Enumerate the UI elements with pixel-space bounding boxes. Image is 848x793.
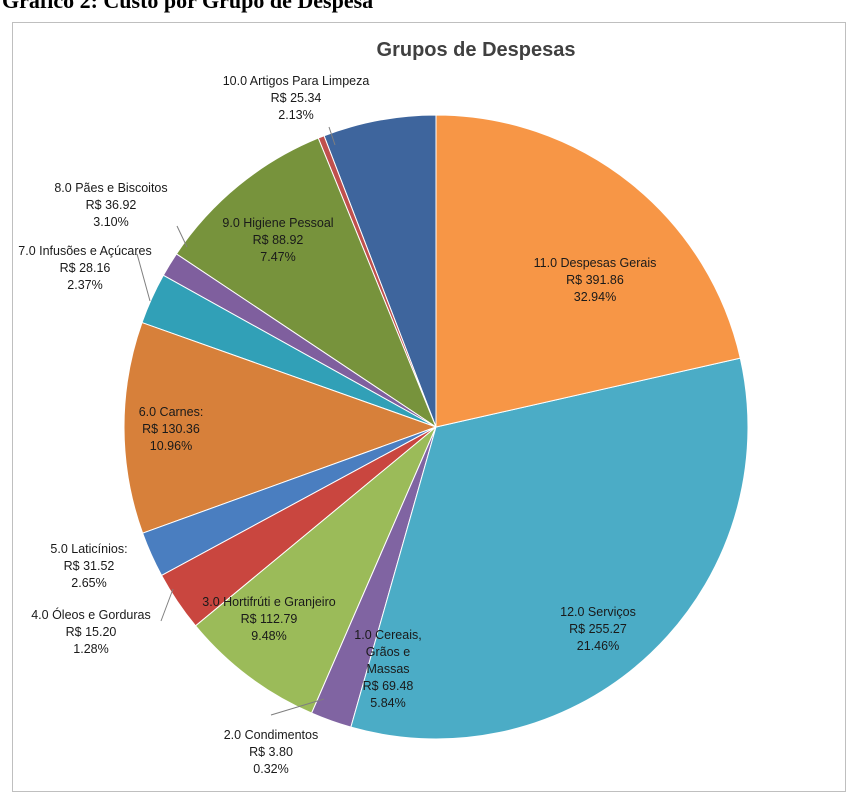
slice-label-line: R$ 88.92	[253, 233, 304, 247]
slice-label-line: R$ 36.92	[86, 198, 137, 212]
pie-slice	[350, 357, 749, 740]
slice-label-line: 11.0 Despesas Gerais	[534, 256, 657, 270]
slice-label-line: R$ 25.34	[271, 91, 322, 105]
slice-label-line: 5.0 Laticínios:	[50, 542, 127, 556]
slice-label-line: 1.28%	[73, 642, 108, 656]
slice-data-label: 7.0 Infusões e Açúcares R$ 28.16 2.37%	[18, 244, 151, 292]
leader-line	[160, 588, 174, 622]
slice-data-label: 6.0 Carnes: R$ 130.36 10.96%	[139, 405, 204, 453]
leader-line	[176, 225, 188, 248]
leader-line	[136, 253, 151, 302]
slice-label-line: 6.0 Carnes:	[139, 405, 204, 419]
slice-label-line: 2.37%	[67, 278, 102, 292]
slice-label-line: R$ 31.52	[64, 559, 115, 573]
slice-data-label: 8.0 Pães e Biscoitos R$ 36.92 3.10%	[54, 181, 167, 229]
slice-label-line: 2.13%	[278, 108, 313, 122]
chart-title: Grupos de Despesas	[377, 39, 576, 61]
figure-caption: Gráfico 2: Custo por Grupo de Despesa	[2, 0, 374, 13]
leader-line	[328, 126, 336, 146]
slice-data-label: 2.0 Condimentos R$ 3.80 0.32%	[224, 728, 319, 776]
slice-data-label: 1.0 Cereais, Grãos e Massas R$ 69.48 5.84%	[354, 628, 421, 710]
pie-slice	[175, 137, 438, 429]
slice-data-label: 11.0 Despesas Gerais R$ 391.86 32.94%	[534, 256, 657, 304]
slice-labels: 1.0 Cereais, Grãos e Massas R$ 69.48 5.84% 2.…	[18, 74, 656, 776]
pie-chart: Grupos de Despesas 1.0 Cereais, Grãos e Ma…	[18, 39, 749, 776]
slice-label-line: R$ 255.27	[569, 622, 627, 636]
slice-label-line: 21.46%	[577, 639, 619, 653]
slice-label-line: R$ 391.86	[566, 273, 624, 287]
slice-label-line: 9.0 Higiene Pessoal	[222, 216, 333, 230]
chart-area: Grupos de Despesas 1.0 Cereais, Grãos e Ma…	[12, 22, 846, 792]
slice-label-line: R$ 15.20	[66, 625, 117, 639]
slice-label-line: R$ 3.80	[249, 745, 293, 759]
slice-label-line: 32.94%	[574, 290, 616, 304]
pie-slice	[123, 321, 438, 534]
slice-label-line: R$ 112.79	[241, 612, 298, 626]
slice-data-label: 3.0 Hortifrúti e Granjeiro R$ 112.79 9.48%	[202, 595, 335, 643]
pie-slice	[435, 114, 741, 428]
slice-label-line: 3.10%	[93, 215, 128, 229]
slice-label-line: 5.84%	[370, 696, 405, 710]
slice-data-label: 10.0 Artigos Para Limpeza R$ 25.34 2.13%	[223, 74, 370, 122]
pie-slice	[194, 426, 437, 714]
slice-label-line: 1.0 Cereais,	[354, 628, 421, 642]
slice-label-line: 10.0 Artigos Para Limpeza	[223, 74, 370, 88]
slice-data-label: 5.0 Laticínios: R$ 31.52 2.65%	[50, 542, 127, 590]
slice-label-line: 2.0 Condimentos	[224, 728, 319, 742]
slice-label-line: Grãos e	[366, 645, 411, 659]
leader-lines	[136, 126, 336, 716]
slice-label-line: R$ 28.16	[60, 261, 111, 275]
slice-label-line: 2.65%	[71, 576, 106, 590]
slice-label-line: R$ 69.48	[363, 679, 414, 693]
slice-label-line: Massas	[366, 662, 409, 676]
slice-label-line: 4.0 Óleos e Gorduras	[31, 607, 151, 622]
slice-label-line: 10.96%	[150, 439, 192, 453]
slice-data-label: 9.0 Higiene Pessoal R$ 88.92 7.47%	[222, 216, 333, 264]
slice-data-label: 4.0 Óleos e Gorduras R$ 15.20 1.28%	[31, 607, 151, 656]
slice-label-line: 12.0 Serviços	[560, 605, 636, 619]
leader-line	[270, 698, 325, 716]
slice-data-label: 12.0 Serviços R$ 255.27 21.46%	[560, 605, 636, 653]
slice-label-line: 9.48%	[251, 629, 286, 643]
pie-slices	[123, 114, 749, 740]
slice-label-line: 0.32%	[253, 762, 288, 776]
slice-label-line: 8.0 Pães e Biscoitos	[54, 181, 167, 195]
slice-label-line: 7.47%	[260, 250, 295, 264]
slice-label-line: 7.0 Infusões e Açúcares	[18, 244, 151, 258]
slice-label-line: R$ 130.36	[142, 422, 200, 436]
slice-label-line: 3.0 Hortifrúti e Granjeiro	[202, 595, 335, 609]
